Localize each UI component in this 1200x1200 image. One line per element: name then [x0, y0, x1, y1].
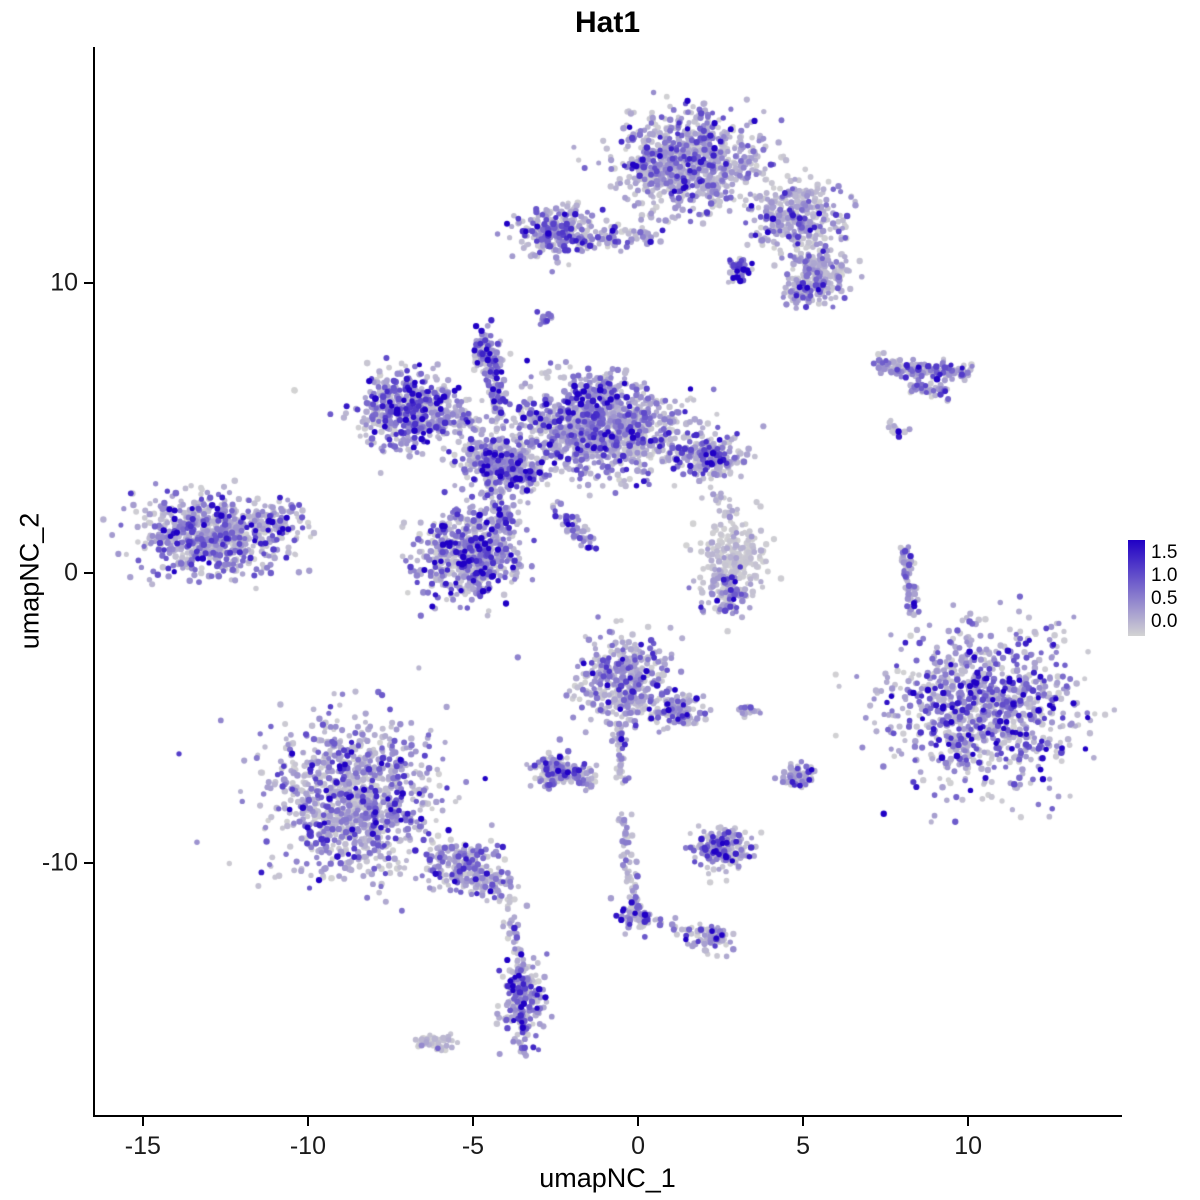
x-tick-mark [141, 1117, 144, 1126]
y-tick-label: 10 [50, 268, 78, 297]
y-axis-line [93, 47, 95, 1117]
legend-tick-label: 1.5 [1151, 541, 1178, 563]
y-tick-mark [84, 571, 93, 574]
plot-title: Hat1 [574, 6, 641, 39]
x-tick-mark [967, 1117, 970, 1126]
legend-gradient-bar [1128, 540, 1145, 636]
y-tick-mark [84, 281, 93, 284]
legend-tick-label: 0.0 [1151, 611, 1178, 633]
x-tick-label: 0 [631, 1132, 645, 1160]
x-tick-mark [306, 1117, 309, 1126]
x-tick-label: -15 [124, 1132, 161, 1160]
y-tick-label: -10 [41, 848, 78, 877]
x-tick-label: -5 [461, 1132, 485, 1160]
x-tick-label: 5 [796, 1132, 811, 1160]
y-axis-title: umapNC_2 [14, 512, 45, 650]
y-tick-label: 0 [64, 558, 78, 587]
y-tick-mark [84, 861, 93, 864]
legend-tick-label: 0.5 [1151, 588, 1178, 610]
legend-tick-label: 1.0 [1151, 565, 1178, 586]
x-axis-title: umapNC_1 [539, 1163, 676, 1193]
x-tick-label: -10 [289, 1132, 326, 1160]
x-axis-line [93, 1115, 1122, 1117]
x-tick-mark [637, 1117, 640, 1126]
x-tick-label: 10 [954, 1132, 983, 1160]
x-tick-mark [471, 1117, 474, 1126]
x-tick-mark [802, 1117, 805, 1126]
